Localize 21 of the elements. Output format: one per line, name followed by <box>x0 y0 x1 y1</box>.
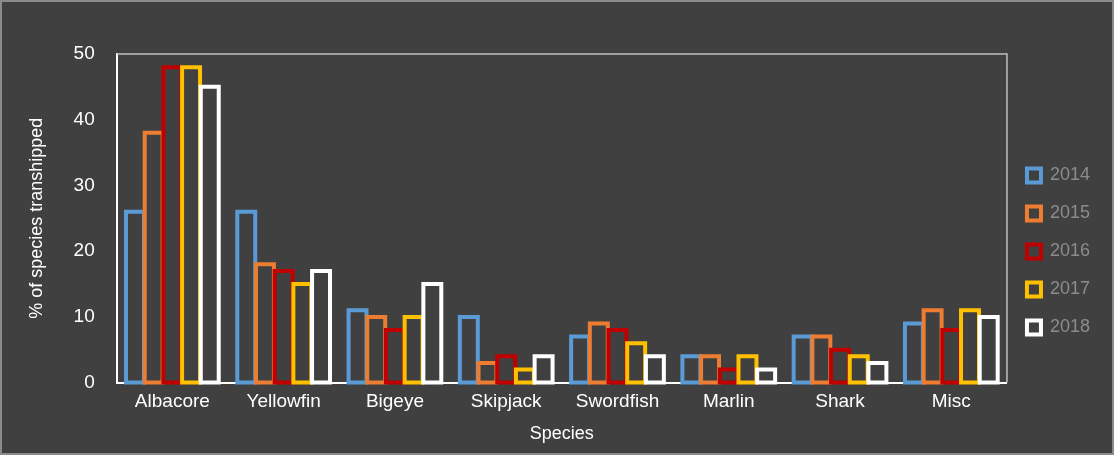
x-tick-label: Albacore <box>134 390 210 412</box>
x-axis-title: Species <box>529 423 594 444</box>
x-tick-label: Yellowfin <box>246 390 321 412</box>
legend-label: 2018 <box>1049 316 1090 337</box>
legend-label: 2014 <box>1049 164 1090 185</box>
y-tick-label: 50 <box>73 42 95 64</box>
y-tick-label: 30 <box>73 173 95 195</box>
y-tick-label: 0 <box>84 370 95 392</box>
x-tick-label: Shark <box>815 390 866 412</box>
x-tick-label: Marlin <box>702 390 755 412</box>
legend-label: 2017 <box>1049 278 1090 299</box>
y-tick-label: 40 <box>73 107 95 129</box>
x-tick-label: Misc <box>931 390 971 412</box>
y-tick-label: 20 <box>73 239 95 261</box>
x-tick-label: Skipjack <box>470 390 543 412</box>
legend-label: 2015 <box>1049 202 1090 223</box>
x-tick-label: Swordfish <box>575 390 660 412</box>
y-axis-title: % of species transhipped <box>25 117 46 319</box>
legend-label: 2016 <box>1049 240 1090 261</box>
x-tick-label: Bigeye <box>365 390 424 412</box>
y-tick-label: 10 <box>73 305 95 327</box>
